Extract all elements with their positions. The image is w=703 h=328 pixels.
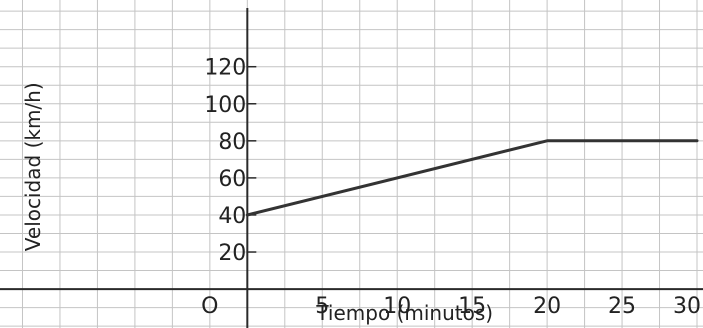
y-tick-label: 120 [204, 56, 246, 81]
y-tick-label: 100 [204, 93, 246, 118]
x-axis-title: Tiempo (minutos) [315, 301, 493, 325]
origin-label: O [201, 294, 218, 319]
x-tick-label: 15 [458, 294, 486, 319]
x-tick-label: 10 [383, 294, 411, 319]
y-tick-label: 60 [218, 167, 246, 192]
x-tick-label: 25 [608, 294, 636, 319]
series-line [245, 139, 699, 217]
x-tick-label: 20 [533, 294, 561, 319]
y-tick-label: 80 [218, 130, 246, 155]
x-tick-label: 30 [673, 294, 701, 319]
y-axis-title: Velocidad (km/h) [21, 82, 45, 251]
y-tick-label: 40 [218, 204, 246, 229]
y-tick-labels: 20 40 60 80 100 120 [204, 56, 246, 266]
x-tick-label: 5 [315, 294, 329, 319]
y-tick-label: 20 [218, 241, 246, 266]
x-tick-labels: 5 10 15 20 25 30 [315, 294, 701, 319]
